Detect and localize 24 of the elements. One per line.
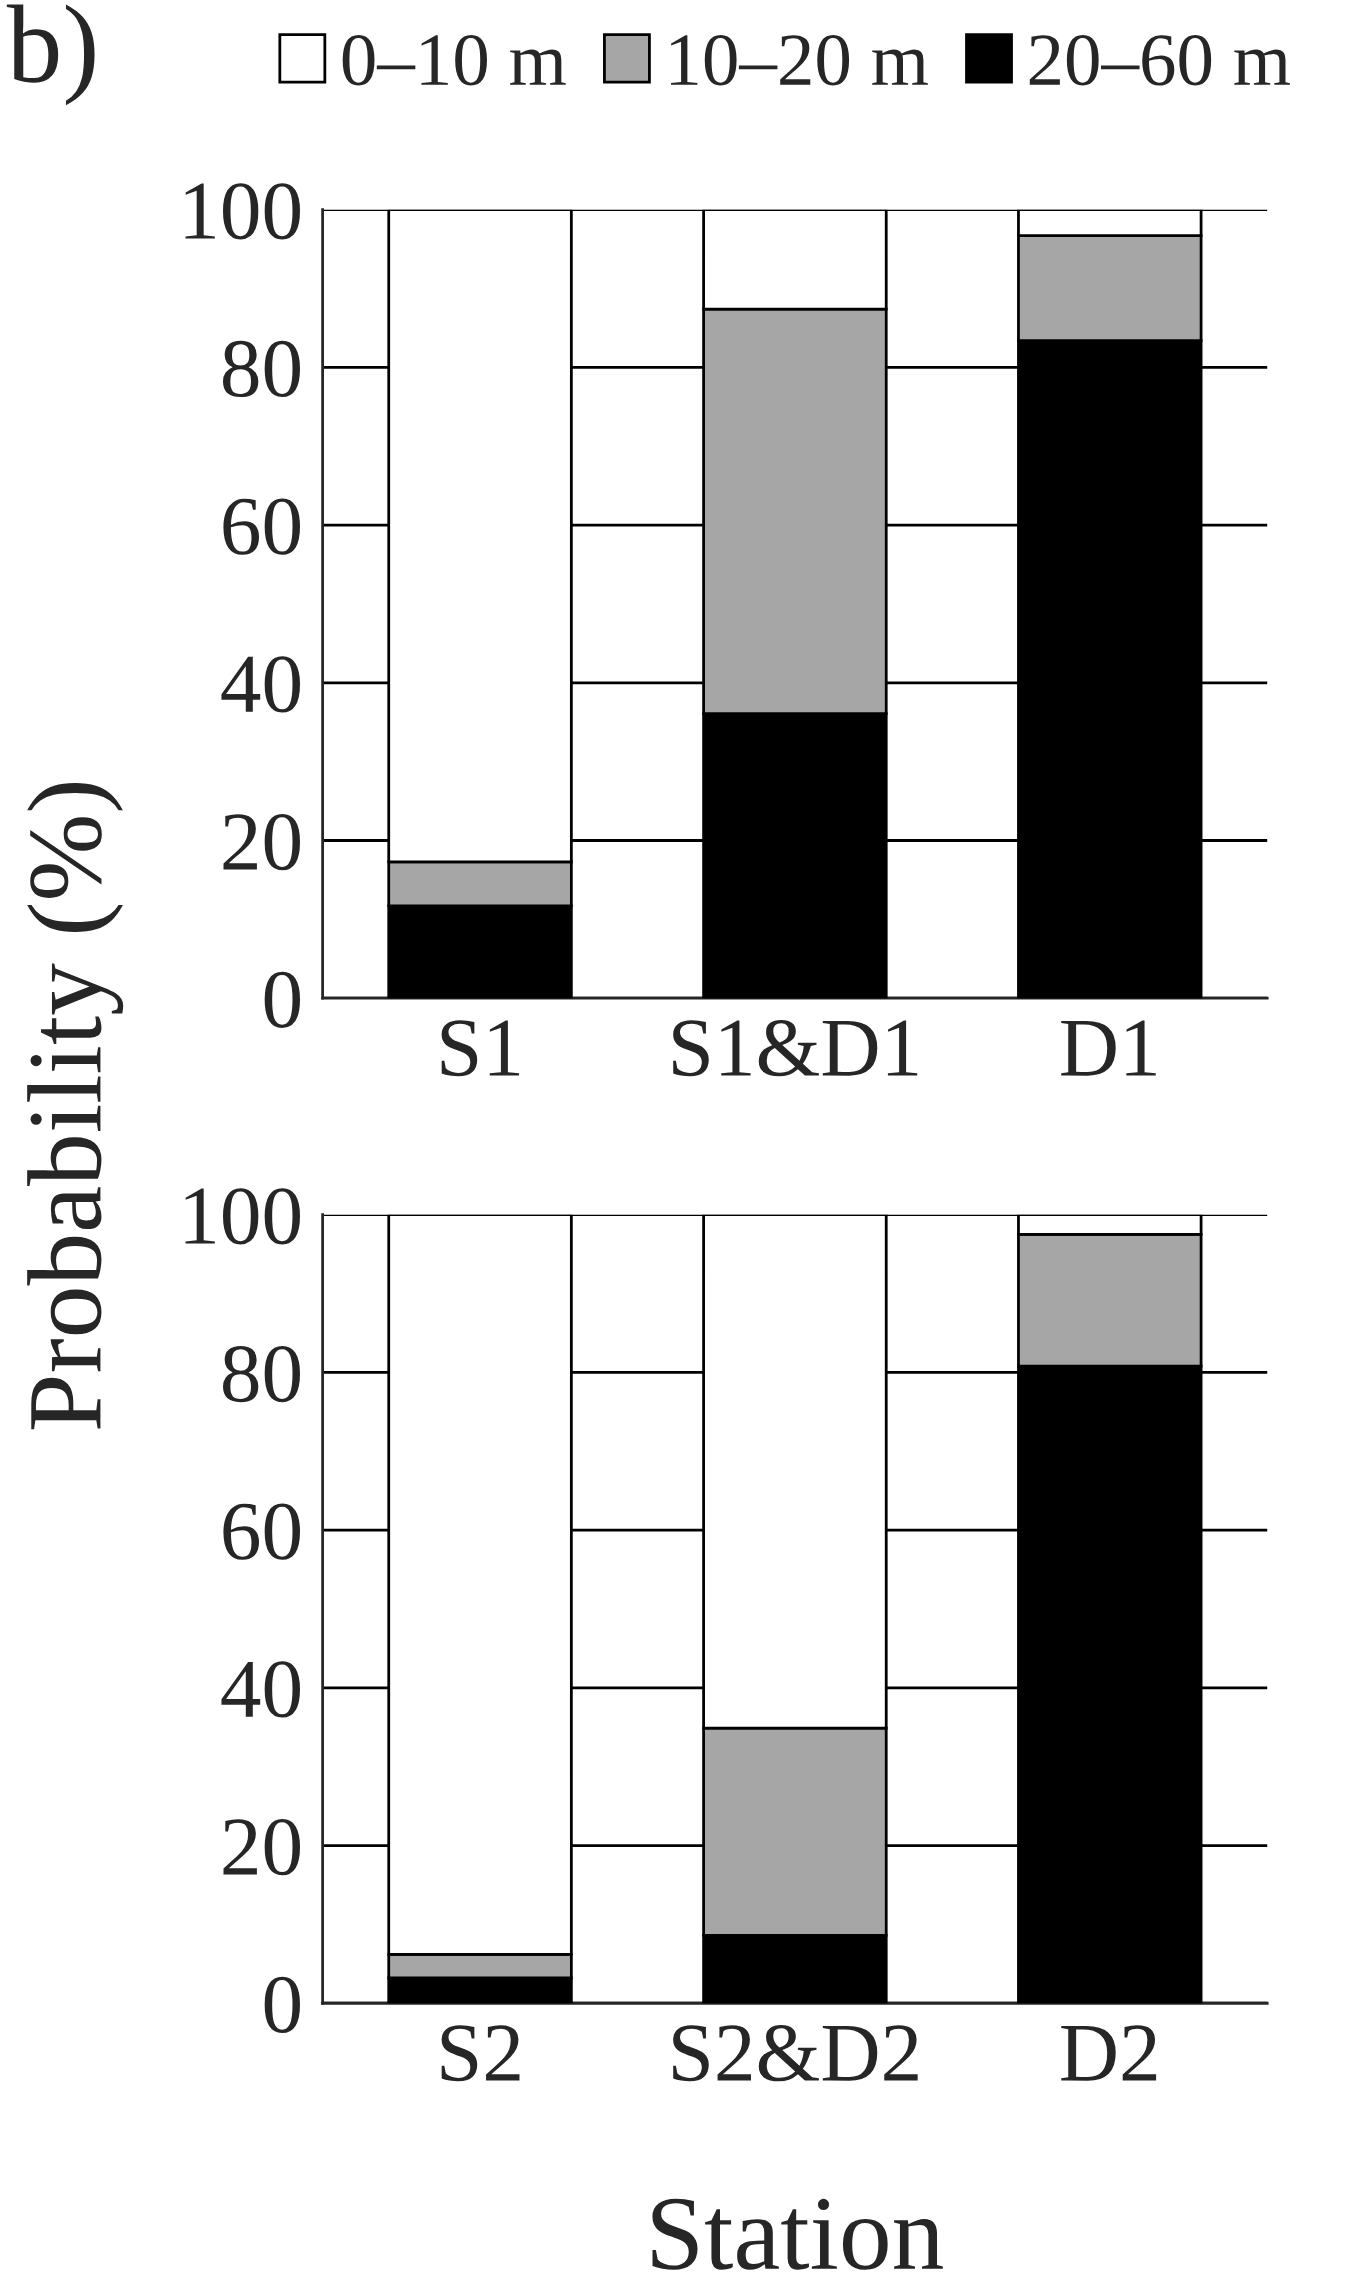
y-tick-label: 40	[221, 656, 300, 713]
y-tick-label: 100	[185, 1188, 300, 1245]
x-tick-label: S2&D2	[673, 2025, 918, 2082]
y-tick-label: 20	[223, 1819, 300, 1876]
legend-label: 20–60 m	[1029, 34, 1290, 86]
x-tick-label: S1	[441, 1020, 520, 1077]
x-tick-label: D1	[1061, 1020, 1156, 1076]
legend-label: 0–10 m	[342, 34, 566, 86]
y-tick-label: 80	[223, 340, 300, 398]
legend-label: 10–20 m	[671, 34, 928, 86]
y-tick-label: 100	[185, 183, 300, 240]
chart-title: b)	[6, 4, 95, 106]
y-tick-label: 80	[223, 1345, 300, 1403]
x-axis-title: Station	[652, 2198, 943, 2270]
x-tick-label: S1&D1	[673, 1020, 918, 1077]
y-tick-label: 60	[223, 498, 300, 555]
y-tick-label: 20	[223, 813, 300, 871]
x-tick-label: S2	[441, 2025, 520, 2082]
y-tick-label: 0	[264, 971, 300, 1028]
y-tick-label: 40	[221, 1661, 300, 1718]
y-axis-title: Probability (%)	[27, 783, 124, 1430]
y-tick-label: 60	[223, 1503, 300, 1560]
x-tick-label: D2	[1061, 2025, 1157, 2081]
y-tick-label: 0	[264, 1976, 300, 2033]
